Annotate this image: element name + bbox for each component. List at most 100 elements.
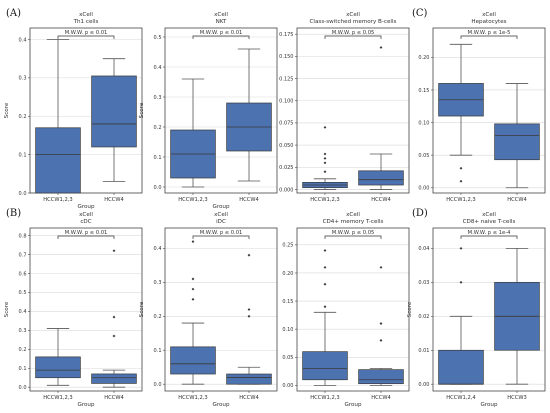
- x-tick-label: HCCW4: [507, 197, 527, 203]
- outlier-point: [112, 334, 116, 338]
- box-2: [494, 83, 540, 189]
- y-tick-label: 0.5: [154, 35, 162, 41]
- x-tick-label: HCCW4: [104, 197, 124, 203]
- significance-bracket: [460, 35, 518, 39]
- y-tick-label: 0.050: [279, 143, 293, 149]
- y-tick-label: 0.125: [279, 76, 293, 82]
- chart-subtitle: iDC: [216, 219, 226, 225]
- chart-title: xCell: [214, 12, 228, 18]
- y-tick-label: 0.3: [154, 280, 162, 286]
- outlier-point: [459, 246, 463, 250]
- y-tick-label: 0.0: [19, 191, 27, 197]
- plot-frame: [296, 227, 410, 392]
- box-1: [438, 246, 484, 385]
- y-tick-label: 0.10: [418, 120, 429, 126]
- y-tick-label: 0.3: [19, 76, 27, 82]
- x-tick-label: HCCW4: [371, 395, 391, 401]
- plot-frame: [29, 227, 143, 392]
- plot-frame: [432, 27, 546, 194]
- significance-label: M.W.W. p ≤ 0.01: [65, 230, 108, 236]
- outlier-point: [459, 280, 463, 284]
- panel-letter-a: (A): [6, 8, 22, 19]
- x-axis-label: Group: [212, 402, 229, 408]
- x-tick-label: HCCW1,2,3: [178, 395, 207, 401]
- significance-bracket: [57, 35, 115, 39]
- significance-bracket: [324, 235, 382, 239]
- box-iqr: [438, 349, 484, 385]
- chart-title: xCell: [79, 12, 93, 18]
- box-iqr: [302, 351, 348, 381]
- y-tick-label: 0.00: [418, 382, 429, 388]
- y-tick-label: 0.4: [19, 37, 27, 43]
- y-tick-label: 0.6: [19, 271, 27, 277]
- chart-subtitle: Hepatocytes: [471, 19, 506, 25]
- y-tick-label: 0.025: [279, 165, 293, 171]
- y-tick-label: 0.2: [19, 347, 27, 353]
- y-tick-label: 0.150: [279, 54, 293, 60]
- y-tick-label: 0.0: [19, 385, 27, 391]
- box-iqr: [91, 373, 137, 384]
- y-tick-label: 0.2: [154, 314, 162, 320]
- chart-subtitle: NKT: [216, 19, 227, 25]
- box-iqr: [494, 123, 540, 161]
- chart-title: xCell: [346, 212, 360, 218]
- y-tick-label: 0.2: [154, 125, 162, 131]
- plot-frame: [164, 27, 278, 194]
- y-tick-label: 0.15: [282, 299, 293, 305]
- y-tick-label: 0.01: [418, 348, 429, 354]
- box-iqr: [358, 369, 404, 385]
- box-2: [358, 46, 404, 190]
- x-axis-label: Group: [77, 402, 94, 408]
- y-axis-label: Score: [407, 301, 413, 317]
- outlier-point: [379, 46, 383, 49]
- y-tick-label: 0.100: [279, 99, 293, 105]
- y-axis-label: Score: [139, 301, 145, 317]
- chart-title: xCell: [214, 212, 228, 218]
- chart-subtitle: CD4+ memory T-cells: [323, 219, 384, 225]
- box-1: [302, 125, 348, 190]
- y-axis-label: Score: [139, 102, 145, 118]
- plot-frame: [296, 27, 410, 194]
- x-axis-label: Group: [212, 204, 229, 210]
- y-tick-label: 0.175: [279, 32, 293, 38]
- plot-frame: [29, 27, 143, 194]
- y-tick-label: 0.15: [418, 88, 429, 94]
- outlier-point: [323, 265, 327, 269]
- x-tick-label: HCCW1,2,3: [43, 197, 72, 203]
- outlier-point: [247, 314, 251, 318]
- chart-subtitle: cDC: [80, 219, 91, 225]
- significance-label: M.W.W. p ≤ 1e-4: [468, 230, 511, 236]
- y-tick-label: 0.000: [279, 187, 293, 193]
- chart-title: xCell: [482, 212, 496, 218]
- y-tick-label: 0.00: [282, 383, 293, 389]
- box-1: [302, 249, 348, 386]
- outlier-point: [191, 287, 195, 291]
- significance-bracket: [192, 35, 250, 39]
- box-iqr: [358, 170, 404, 186]
- box-2: [358, 265, 404, 386]
- chart-subtitle: Th1 cells: [73, 19, 99, 25]
- y-tick-label: 0.3: [154, 95, 162, 101]
- outlier-point: [379, 322, 383, 325]
- y-tick-label: 0.4: [154, 65, 162, 71]
- box-iqr: [226, 373, 272, 385]
- x-axis-label: Group: [77, 204, 94, 210]
- significance-bracket: [57, 235, 115, 239]
- outlier-point: [323, 161, 327, 165]
- y-tick-label: 0.25: [282, 243, 293, 249]
- box-iqr: [170, 346, 216, 375]
- y-tick-label: 0.5: [19, 290, 27, 296]
- y-axis-label: Score: [4, 301, 10, 317]
- box-2: [226, 253, 272, 385]
- significance-bracket: [192, 235, 250, 239]
- x-tick-label: HCCW4: [239, 197, 259, 203]
- significance-label: M.W.W. p ≤ 1e-5: [468, 30, 511, 36]
- panel-letter-d: (D): [412, 208, 428, 219]
- x-tick-label: HCCW1,2,3: [310, 395, 339, 401]
- x-axis-label: Group: [344, 402, 361, 408]
